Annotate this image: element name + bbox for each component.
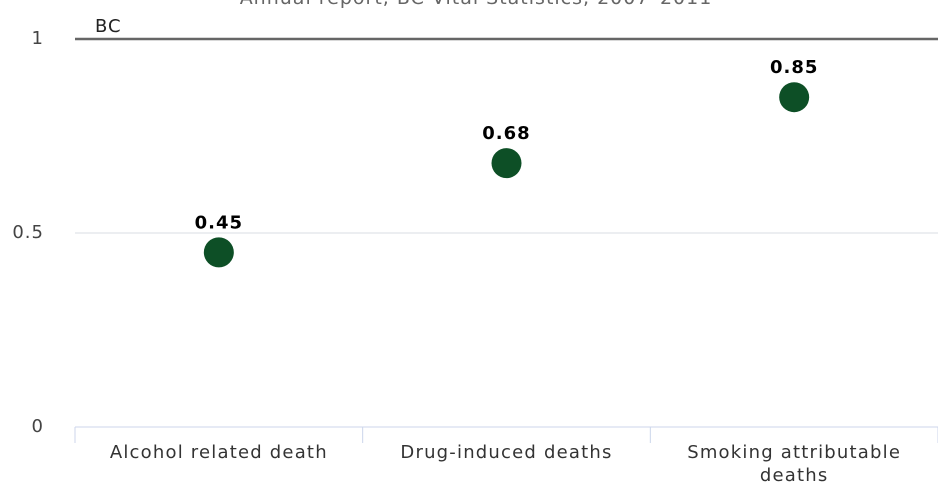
- y-tick-label: 1: [32, 28, 44, 49]
- chart-title: Annual report, BC Vital Statistics, 2007…: [240, 0, 713, 9]
- x-tick-label: Drug-induced deaths: [400, 442, 613, 463]
- y-tick-label: 0: [32, 416, 44, 437]
- x-tick-label: Alcohol related death: [109, 442, 328, 463]
- data-label: 0.68: [482, 123, 530, 144]
- x-tick-label: Smoking attributable deaths: [687, 442, 902, 486]
- y-tick-label: 0.5: [12, 222, 44, 243]
- data-label: 0.85: [770, 57, 818, 78]
- dot: [491, 148, 522, 179]
- reference-label: BC: [95, 16, 122, 37]
- dot: [203, 237, 234, 268]
- data-label: 0.45: [195, 212, 243, 233]
- dot: [779, 82, 810, 113]
